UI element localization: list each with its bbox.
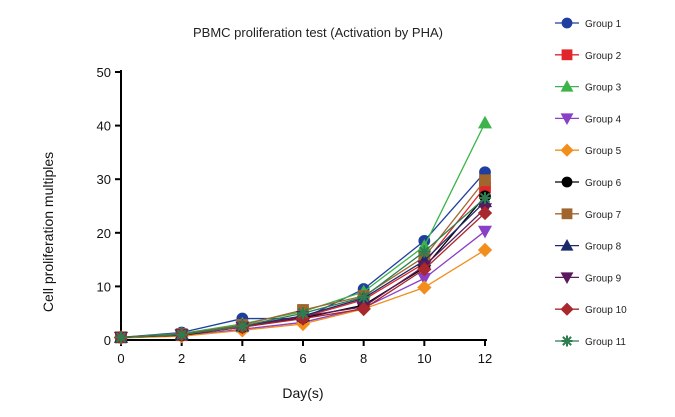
legend-marker [561, 335, 573, 347]
data-point [478, 191, 492, 205]
legend-item: Group 1 [555, 17, 622, 30]
data-point [296, 307, 310, 320]
legend-item: Group 4 [555, 113, 622, 125]
legend-label: Group 4 [585, 114, 622, 125]
legend-label: Group 2 [585, 51, 622, 62]
x-tick-label: 8 [360, 351, 367, 366]
data-point [357, 291, 370, 304]
series-10 [113, 205, 493, 345]
data-point [114, 331, 128, 344]
data-point [236, 320, 249, 333]
legend-label: Group 3 [585, 83, 622, 94]
y-tick-label: 0 [104, 333, 111, 348]
x-axis-label: Day(s) [282, 385, 323, 401]
data-point [356, 301, 371, 317]
legend-label: Group 9 [585, 273, 622, 284]
data-point [477, 242, 493, 258]
legend-label: Group 8 [585, 242, 622, 253]
legend-item: Group 8 [555, 239, 622, 253]
legend-marker [560, 80, 574, 92]
series-layer [113, 115, 493, 346]
legend: Group 1 Group 2 Group 3 Group 4 Group 5 Group… [555, 17, 627, 348]
data-point [477, 225, 493, 239]
legend-label: Group 7 [585, 210, 622, 221]
data-point [417, 262, 432, 277]
y-axis-label: Cell proliferation multiples [40, 152, 56, 312]
y-tick-label: 30 [97, 172, 111, 187]
series-11 [114, 191, 492, 344]
axes: 0 10 20 30 40 50 0 2 4 6 8 10 12 [97, 65, 493, 366]
legend-item: Group 3 [555, 80, 622, 94]
legend-marker [561, 49, 573, 61]
legend-item: Group 11 [555, 335, 626, 348]
legend-label: Group 6 [585, 178, 622, 189]
data-point [418, 245, 431, 258]
y-tick-label: 40 [97, 119, 111, 134]
chart-title: PBMC proliferation test (Activation by P… [193, 25, 443, 40]
legend-item: Group 10 [555, 302, 627, 316]
data-point [477, 205, 493, 221]
x-tick-label: 6 [299, 351, 306, 366]
x-tick-label: 10 [417, 351, 431, 366]
legend-label: Group 5 [585, 146, 622, 157]
data-point [175, 328, 188, 341]
y-tick-label: 10 [97, 279, 111, 294]
legend-label: Group 11 [585, 337, 626, 348]
legend-marker [560, 272, 574, 284]
legend-item: Group 7 [555, 208, 622, 221]
legend-marker [560, 302, 574, 316]
legend-marker [560, 239, 574, 251]
y-tick-label: 20 [97, 226, 111, 241]
legend-item: Group 9 [555, 272, 622, 284]
x-tick-label: 4 [239, 351, 246, 366]
x-tick-label: 12 [478, 351, 492, 366]
legend-marker [561, 208, 573, 220]
legend-label: Group 10 [585, 305, 627, 316]
data-point [417, 280, 432, 295]
x-tick-label: 2 [178, 351, 185, 366]
legend-marker [560, 113, 574, 125]
y-tick-label: 50 [97, 65, 111, 80]
legend-item: Group 6 [555, 176, 622, 189]
legend-marker [561, 17, 573, 29]
legend-item: Group 2 [555, 49, 622, 62]
data-point [477, 115, 493, 129]
legend-label: Group 1 [585, 19, 622, 30]
x-tick-label: 0 [117, 351, 124, 366]
legend-marker [561, 176, 573, 188]
legend-marker [560, 143, 574, 157]
legend-item: Group 5 [555, 143, 622, 157]
data-point [479, 174, 491, 187]
